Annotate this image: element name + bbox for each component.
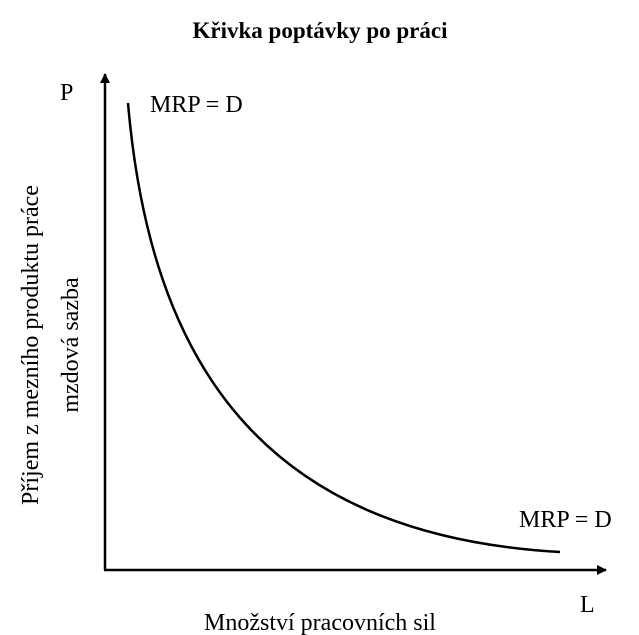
curve-label-bottom: MRP = D (519, 507, 612, 533)
curve-label-top: MRP = D (150, 92, 243, 118)
y-axis-symbol: P (60, 80, 73, 106)
y-axis-label-line: Příjem z mezního produktu práce (18, 185, 44, 505)
x-axis-symbol: L (580, 592, 595, 618)
demand-curve (126, 102, 561, 554)
y-axis-label: Příjem z mezního produktu práce mzdová s… (18, 185, 84, 505)
x-axis-label: Množství pracovních sil (204, 610, 436, 635)
y-axis-label-line: mzdová sazba (58, 277, 84, 413)
title: Křivka poptávky po práci (193, 18, 449, 43)
